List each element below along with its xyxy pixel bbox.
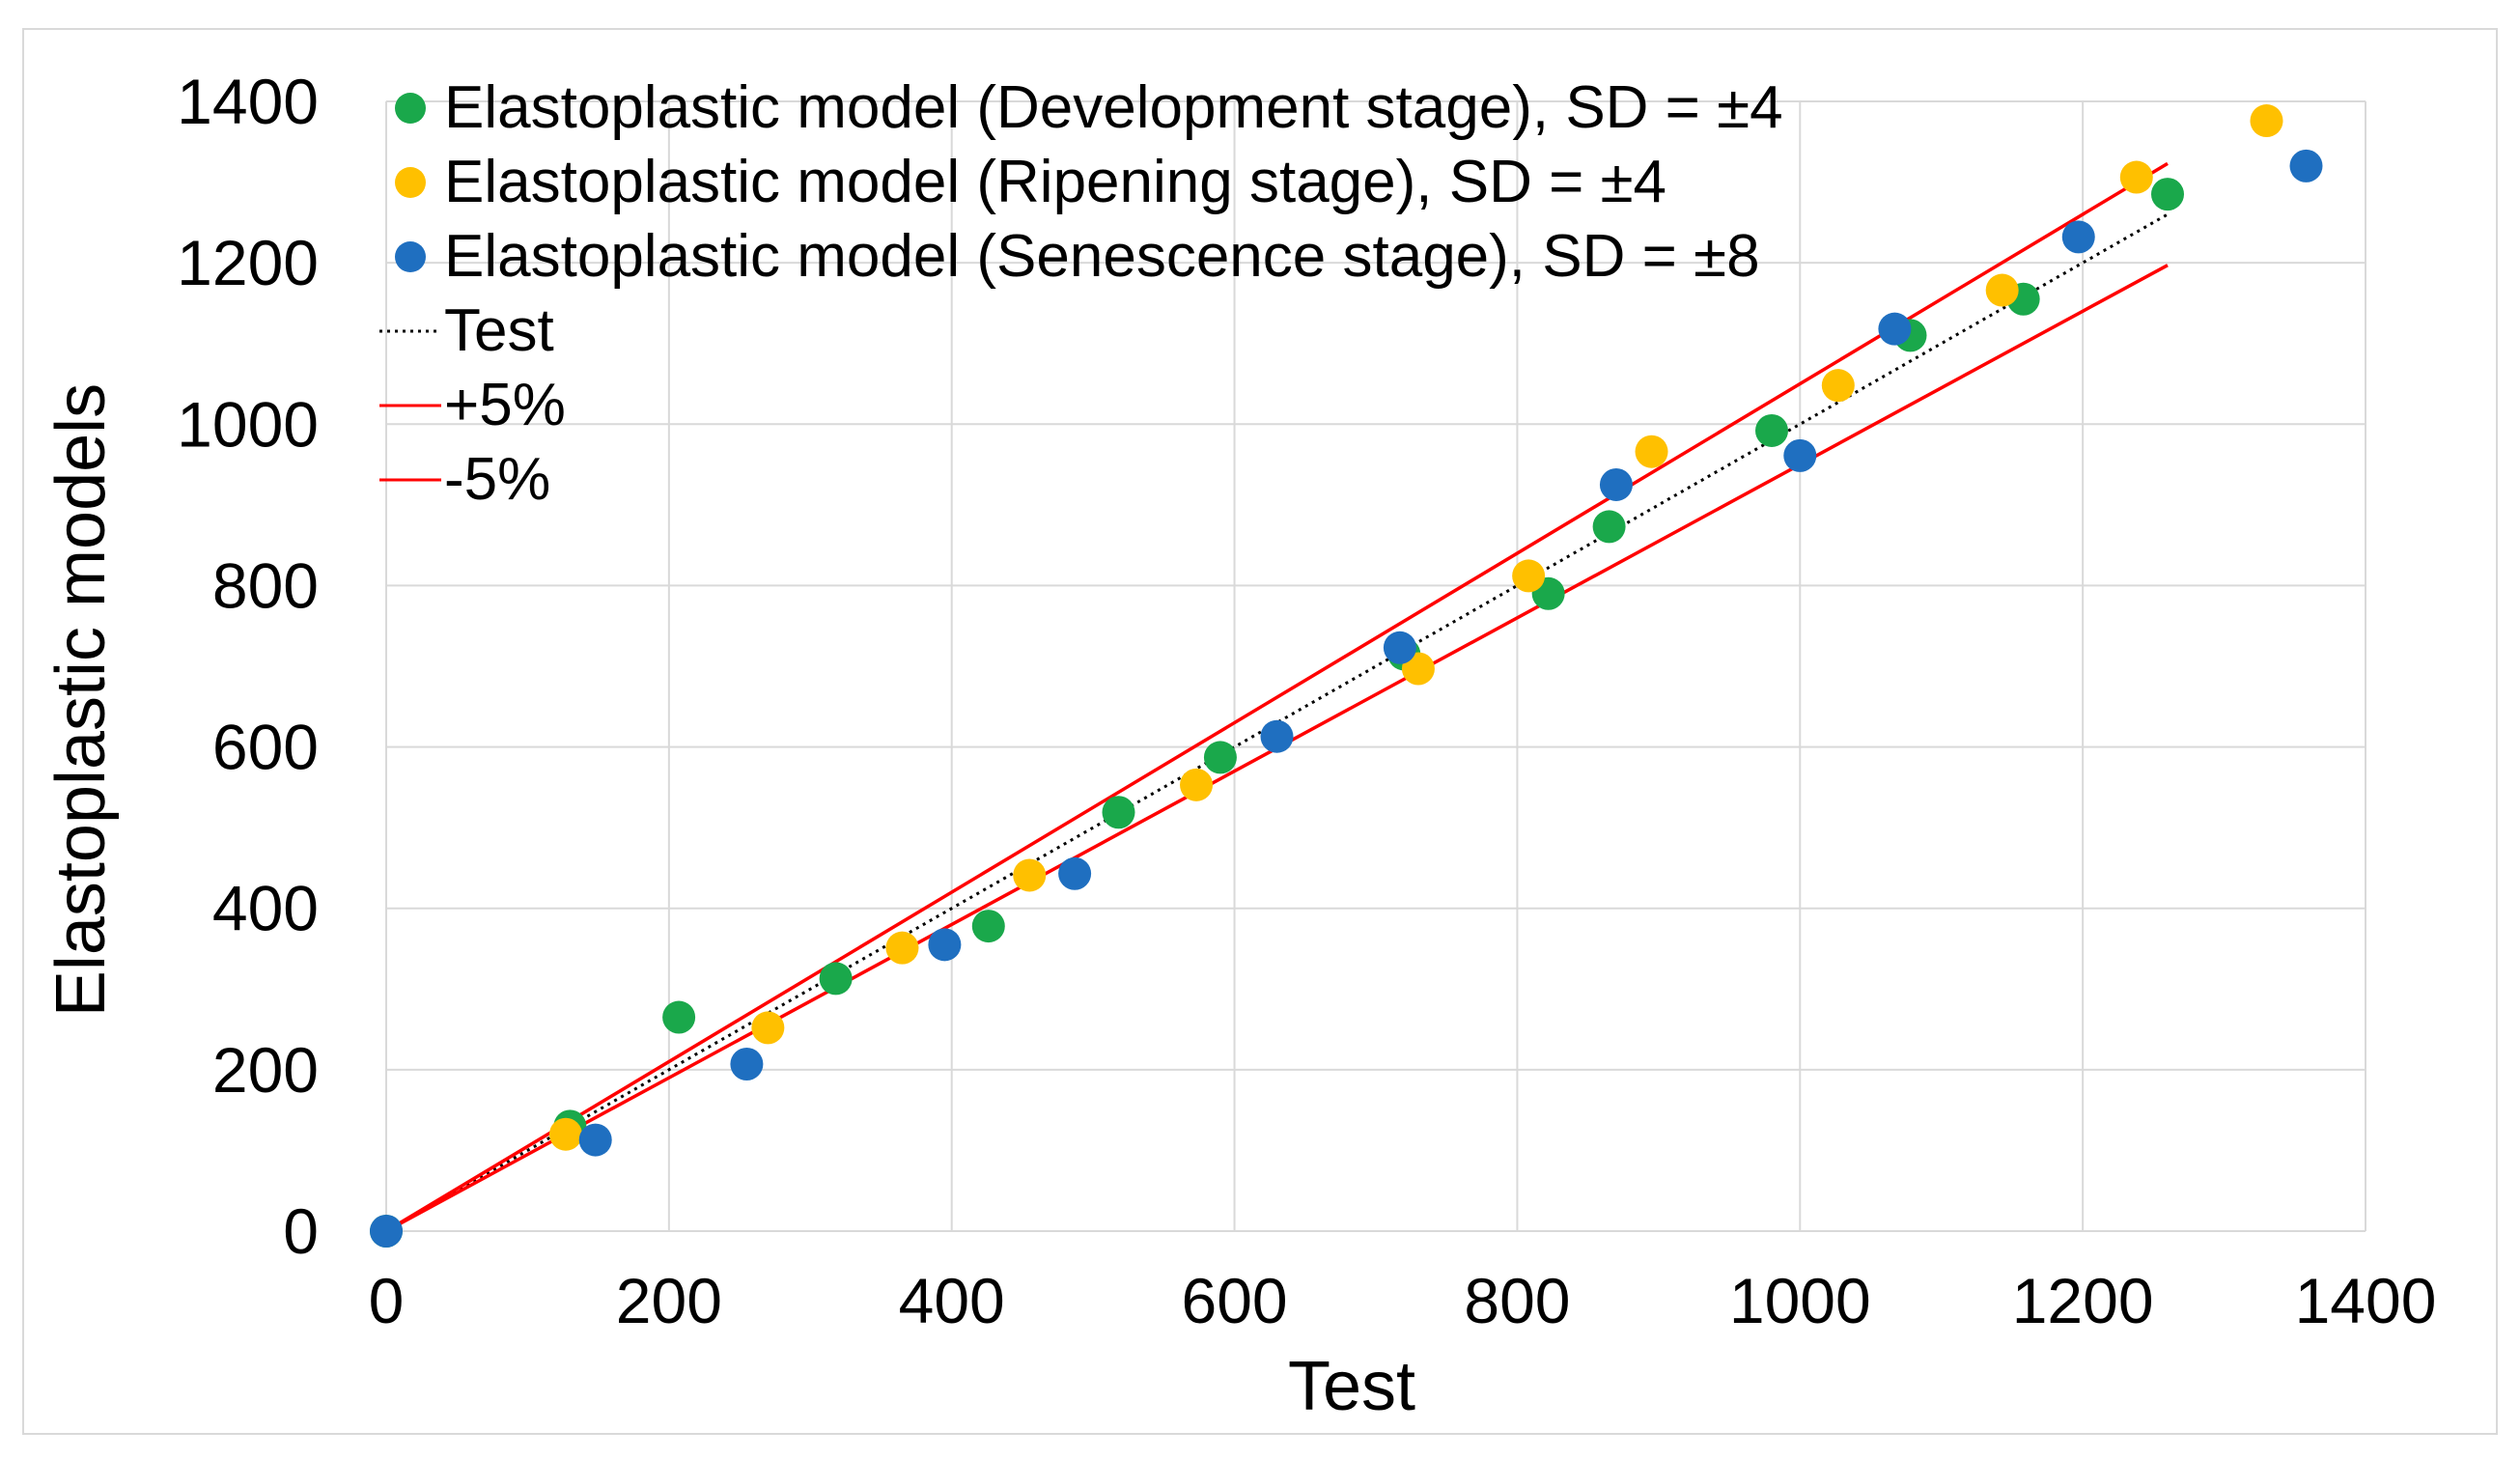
legend-label-3: Test [444,297,554,364]
data-point-series-0 [2151,178,2184,211]
data-point-series-1 [1512,559,1546,593]
data-point-series-2 [730,1048,764,1081]
x-axis-label: Test [1288,1348,1415,1425]
legend-label-2: Elastoplastic model (Senescence stage), … [444,223,1760,290]
x-tick-label: 600 [1182,1265,1288,1336]
data-point-series-1 [1635,435,1668,468]
data-point-series-2 [1260,719,1294,753]
y-tick-labels: 0 200 400 600 800 1000 1200 1400 [177,66,319,1267]
y-tick-label: 1200 [177,227,319,298]
y-tick-label: 1400 [177,66,319,137]
data-point-series-1 [1013,858,1047,892]
y-axis-label: Elastoplastic models [42,383,120,1017]
data-point-series-0 [1755,413,1788,447]
x-tick-label: 400 [899,1265,1005,1336]
data-point-series-1 [548,1117,582,1151]
data-point-series-0 [971,910,1005,943]
legend-marker-0 [395,93,426,124]
data-point-series-0 [819,962,853,996]
data-point-series-2 [370,1215,403,1248]
x-tick-label: 800 [1464,1265,1570,1336]
legend-label-4: +5% [444,372,566,438]
data-point-series-2 [1783,438,1817,472]
x-tick-label: 200 [616,1265,722,1336]
y-tick-label: 800 [212,549,319,621]
y-tick-label: 400 [212,873,319,944]
data-point-series-1 [1180,768,1214,801]
data-point-series-0 [1203,741,1237,774]
data-point-series-2 [2289,149,2323,182]
series-line-4 [385,161,2169,1233]
data-point-series-2 [1599,467,1633,501]
legend-label-1: Elastoplastic model (Ripening stage), SD… [444,149,1666,215]
x-tick-label: 1000 [1729,1265,1871,1336]
x-tick-label: 0 [369,1265,405,1336]
data-point-series-1 [1821,369,1855,403]
gridlines [386,100,2366,1231]
data-point-series-1 [751,1011,785,1045]
data-point-series-1 [2119,160,2153,194]
legend: Elastoplastic model (Development stage),… [379,74,1783,513]
data-point-series-2 [1878,312,1912,346]
data-point-series-1 [885,931,919,965]
data-point-series-0 [662,1000,696,1034]
data-point-series-2 [1058,856,1092,890]
y-tick-label: 0 [283,1195,319,1267]
x-tick-label: 1200 [2012,1265,2154,1336]
legend-label-0: Elastoplastic model (Development stage),… [444,74,1783,141]
legend-label-5: -5% [444,446,550,513]
legend-marker-1 [395,167,426,198]
y-tick-label: 600 [212,712,319,783]
y-tick-label: 1000 [177,388,319,460]
data-point-series-1 [1985,273,2019,307]
x-tick-labels: 0 200 400 600 800 1000 1200 1400 [369,1265,2437,1336]
x-tick-label: 1400 [2295,1265,2437,1336]
data-point-series-0 [1102,796,1135,829]
data-point-series-2 [578,1123,612,1157]
data-point-series-2 [1383,631,1416,664]
legend-marker-2 [395,241,426,272]
data-point-series-0 [1592,510,1626,544]
data-point-series-1 [2250,104,2283,138]
axes [385,101,2366,1232]
data-points [370,104,2323,1248]
data-point-series-2 [928,928,962,962]
y-tick-label: 200 [212,1034,319,1106]
data-point-series-2 [2061,220,2095,254]
series-line-3 [385,212,2169,1233]
